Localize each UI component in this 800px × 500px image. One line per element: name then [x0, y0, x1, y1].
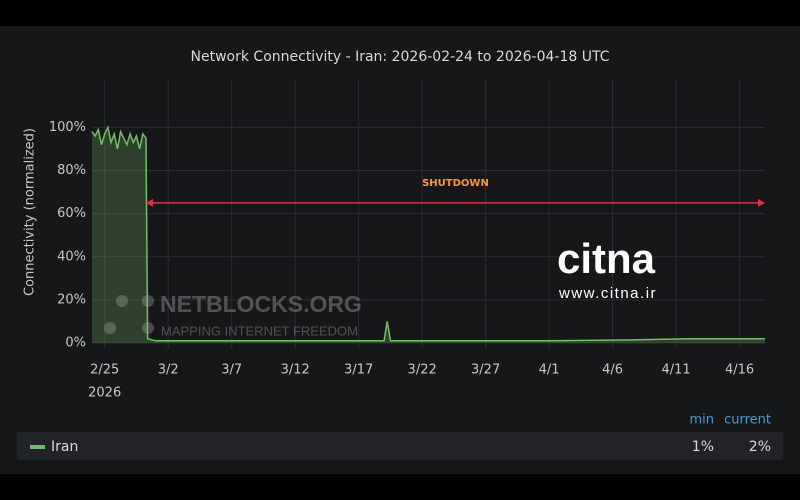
- watermark-icon: [104, 322, 116, 334]
- citna-url: www.citna.ir: [558, 285, 657, 302]
- citna-logo: citna: [557, 235, 656, 282]
- watermark-icon: [116, 295, 128, 307]
- x-tick-label: 3/7: [221, 363, 242, 378]
- arrow-head: [758, 198, 765, 207]
- legend-entry: Iran: [51, 439, 78, 455]
- panel: [0, 26, 800, 474]
- legend-row: [17, 432, 783, 460]
- annotation-text: SHUTDOWN: [422, 178, 489, 189]
- netblocks-watermark: NETBLOCKS.ORG MAPPING INTERNET FREEDOM: [104, 291, 362, 338]
- chart-title: Network Connectivity - Iran: 2026-02-24 …: [191, 49, 610, 65]
- y-tick-label: 40%: [57, 249, 86, 264]
- x-tick-label: 4/11: [662, 363, 691, 378]
- legend-header: min: [689, 413, 714, 428]
- x-tick-year: 2026: [88, 386, 121, 401]
- y-tick-label: 60%: [57, 206, 86, 221]
- x-tick-label: 3/27: [471, 363, 500, 378]
- watermark-text: NETBLOCKS.ORG: [160, 291, 362, 317]
- x-tick-label: 3/17: [344, 363, 373, 378]
- series-line: [91, 125, 765, 342]
- x-tick-label: 4/6: [602, 363, 623, 378]
- x-tick-label: 3/2: [158, 363, 179, 378]
- x-tick-label: 2/25: [90, 363, 119, 378]
- x-tick-label: 3/12: [281, 363, 310, 378]
- y-tick-label: 0%: [65, 336, 86, 351]
- x-tick-label: 4/16: [725, 363, 754, 378]
- x-tick-label: 4/1: [539, 363, 560, 378]
- y-tick-label: 80%: [57, 163, 86, 178]
- grid: [92, 80, 765, 349]
- y-axis-label: Connectivity (normalized): [23, 128, 38, 296]
- watermark-text: MAPPING INTERNET FREEDOM: [161, 323, 358, 338]
- y-tick-label: 20%: [57, 292, 86, 307]
- x-tick-label: 3/22: [408, 363, 437, 378]
- legend-header: current: [724, 413, 771, 428]
- arrow-head: [145, 198, 153, 207]
- y-tick-label: 100%: [49, 120, 86, 135]
- legend-value: 1%: [692, 439, 714, 455]
- legend-value: 2%: [749, 439, 771, 455]
